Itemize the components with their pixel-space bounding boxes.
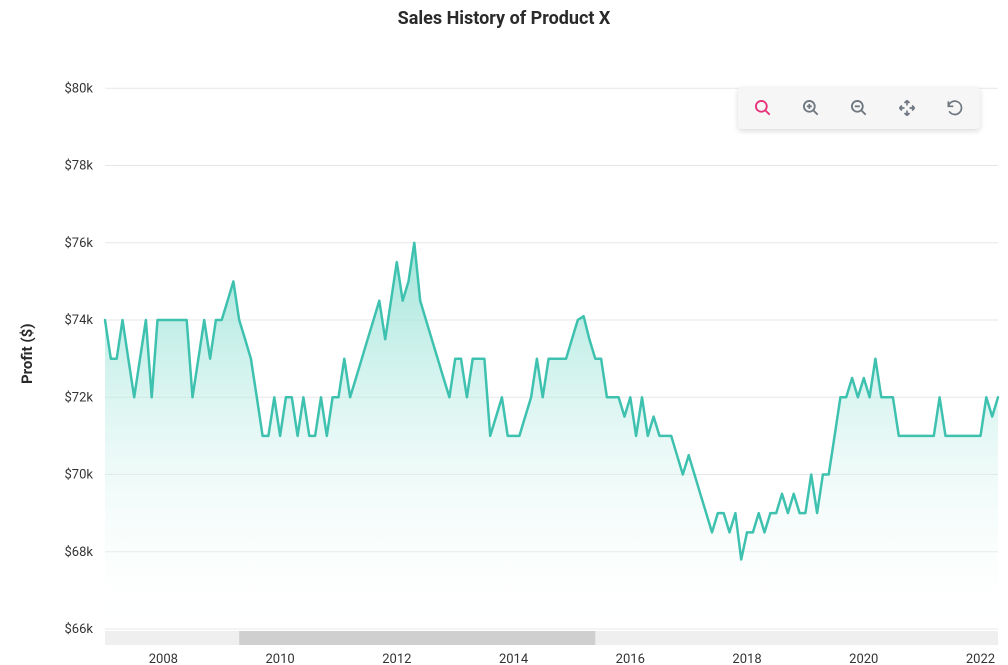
chart-container: Profit ($) $66k $68k $70k $72k $74k $76k $78k $… — [0, 29, 1008, 664]
pan-button[interactable] — [896, 97, 918, 119]
y-tick-label: $72k — [64, 390, 93, 405]
x-tick-label: 2010 — [265, 652, 294, 664]
zoom-in-button[interactable] — [800, 97, 822, 119]
zoom-select-button[interactable] — [752, 97, 774, 119]
area-fill — [105, 243, 998, 629]
y-tick-label: $66k — [64, 622, 93, 637]
scrubber-range[interactable] — [239, 631, 595, 645]
x-tick-label: 2018 — [732, 652, 761, 664]
reset-button[interactable] — [944, 97, 966, 119]
chart-title: Sales History of Product X — [0, 0, 1008, 29]
chart-toolbar — [738, 87, 980, 129]
y-tick-label: $68k — [64, 545, 93, 560]
y-tick-label: $74k — [64, 313, 93, 328]
y-axis-label: Profit ($) — [18, 324, 36, 384]
y-tick-label: $76k — [64, 236, 93, 251]
x-tick-label: 2014 — [499, 652, 529, 664]
pan-icon — [897, 98, 917, 118]
y-tick-label: $78k — [64, 159, 93, 174]
x-tick-label: 2008 — [149, 652, 178, 664]
x-tick-label: 2016 — [616, 652, 645, 664]
y-tick-label: $80k — [64, 81, 93, 96]
reset-icon — [945, 98, 965, 118]
y-tick-label: $70k — [64, 468, 93, 483]
zoom-out-button[interactable] — [848, 97, 870, 119]
x-tick-label: 2022 — [966, 652, 995, 664]
zoom-in-icon — [801, 98, 821, 118]
search-icon — [753, 98, 773, 118]
x-tick-label: 2012 — [382, 652, 411, 664]
zoom-out-icon — [849, 98, 869, 118]
x-tick-label: 2020 — [849, 652, 878, 664]
